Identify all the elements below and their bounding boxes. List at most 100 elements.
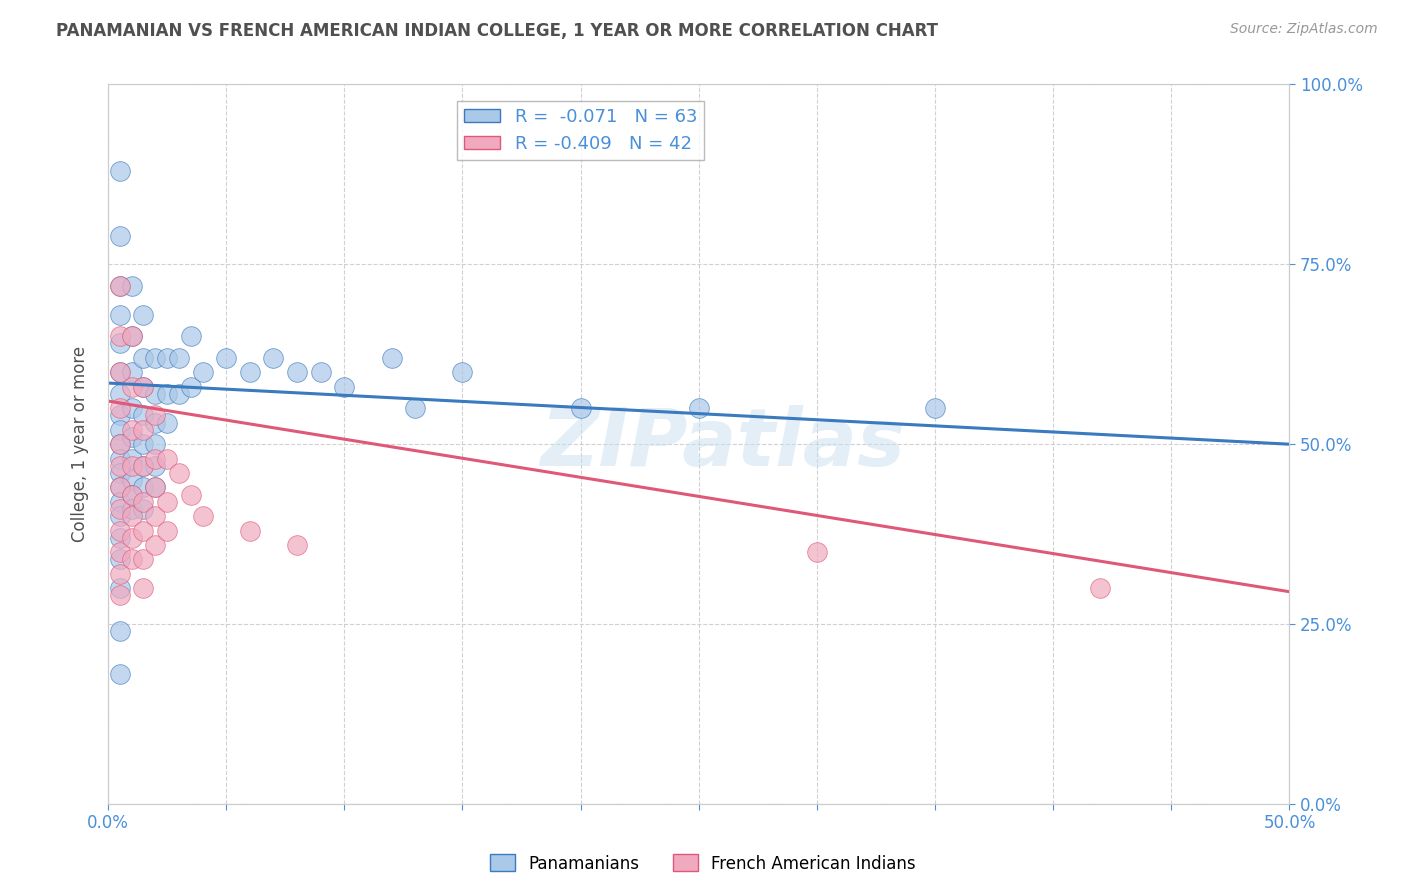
Point	[167, 351, 190, 365]
Point	[924, 401, 946, 416]
Point	[121, 487, 143, 501]
Point	[108, 437, 131, 451]
Point	[108, 387, 131, 401]
Point	[132, 351, 155, 365]
Point	[167, 466, 190, 480]
Point	[180, 379, 202, 393]
Point	[132, 495, 155, 509]
Point	[239, 365, 262, 379]
Point	[132, 502, 155, 516]
Point	[121, 531, 143, 545]
Point	[108, 423, 131, 437]
Point	[262, 351, 284, 365]
Point	[132, 379, 155, 393]
Y-axis label: College, 1 year or more: College, 1 year or more	[72, 346, 89, 542]
Point	[121, 379, 143, 393]
Point	[108, 279, 131, 293]
Point	[132, 308, 155, 322]
Point	[132, 437, 155, 451]
Point	[121, 423, 143, 437]
Point	[108, 495, 131, 509]
Point	[143, 480, 166, 494]
Point	[569, 401, 592, 416]
Point	[121, 502, 143, 516]
Legend: Panamanians, French American Indians: Panamanians, French American Indians	[484, 847, 922, 880]
Point	[108, 163, 131, 178]
Point	[108, 365, 131, 379]
Point	[132, 458, 155, 473]
Point	[143, 437, 166, 451]
Point	[143, 351, 166, 365]
Text: PANAMANIAN VS FRENCH AMERICAN INDIAN COLLEGE, 1 YEAR OR MORE CORRELATION CHART: PANAMANIAN VS FRENCH AMERICAN INDIAN COL…	[56, 22, 938, 40]
Point	[132, 379, 155, 393]
Point	[108, 624, 131, 639]
Point	[132, 480, 155, 494]
Point	[108, 480, 131, 494]
Point	[108, 552, 131, 566]
Point	[108, 581, 131, 595]
Point	[156, 451, 179, 466]
Point	[143, 451, 166, 466]
Point	[121, 401, 143, 416]
Point	[156, 524, 179, 538]
Point	[239, 524, 262, 538]
Point	[121, 430, 143, 444]
Point	[143, 509, 166, 524]
Point	[121, 552, 143, 566]
Point	[108, 502, 131, 516]
Point	[215, 351, 238, 365]
Point	[1090, 581, 1112, 595]
Point	[143, 409, 166, 423]
Point	[108, 588, 131, 602]
Point	[108, 329, 131, 343]
Point	[156, 416, 179, 430]
Point	[180, 329, 202, 343]
Point	[156, 495, 179, 509]
Point	[108, 451, 131, 466]
Point	[132, 524, 155, 538]
Point	[121, 451, 143, 466]
Point	[143, 538, 166, 552]
Point	[121, 365, 143, 379]
Point	[108, 401, 131, 416]
Point	[121, 329, 143, 343]
Text: Source: ZipAtlas.com: Source: ZipAtlas.com	[1230, 22, 1378, 37]
Legend: R =  -0.071   N = 63, R = -0.409   N = 42: R = -0.071 N = 63, R = -0.409 N = 42	[457, 101, 704, 161]
Point	[143, 458, 166, 473]
Point	[108, 458, 131, 473]
Point	[167, 387, 190, 401]
Point	[108, 437, 131, 451]
Point	[108, 279, 131, 293]
Point	[285, 365, 308, 379]
Point	[108, 466, 131, 480]
Point	[108, 365, 131, 379]
Point	[108, 667, 131, 681]
Point	[380, 351, 402, 365]
Point	[333, 379, 356, 393]
Point	[121, 509, 143, 524]
Point	[191, 509, 214, 524]
Point	[404, 401, 426, 416]
Point	[108, 308, 131, 322]
Point	[108, 336, 131, 351]
Point	[132, 458, 155, 473]
Point	[143, 387, 166, 401]
Point	[156, 351, 179, 365]
Point	[121, 458, 143, 473]
Point	[285, 538, 308, 552]
Point	[451, 365, 474, 379]
Point	[108, 545, 131, 559]
Point	[143, 480, 166, 494]
Point	[180, 487, 202, 501]
Point	[806, 545, 828, 559]
Point	[121, 279, 143, 293]
Point	[108, 409, 131, 423]
Point	[132, 423, 155, 437]
Point	[309, 365, 332, 379]
Point	[108, 509, 131, 524]
Text: ZIPatlas: ZIPatlas	[540, 405, 905, 483]
Point	[108, 480, 131, 494]
Point	[132, 409, 155, 423]
Point	[191, 365, 214, 379]
Point	[108, 228, 131, 243]
